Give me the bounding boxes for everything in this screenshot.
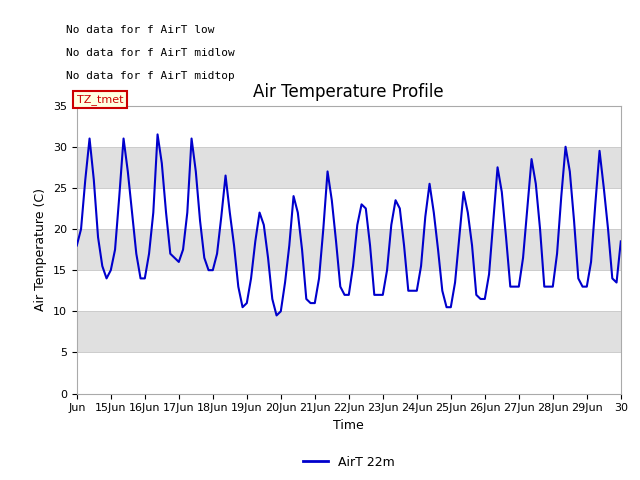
Text: No data for f AirT midlow: No data for f AirT midlow (66, 48, 235, 58)
Text: TZ_tmet: TZ_tmet (77, 94, 124, 105)
Text: No data for f AirT low: No data for f AirT low (66, 25, 214, 35)
Bar (77, 270, 621, 312)
Bar (77, 312, 621, 352)
Bar (77, 188, 621, 229)
Title: Air Temperature Profile: Air Temperature Profile (253, 83, 444, 101)
Bar (77, 106, 621, 147)
Legend: AirT 22m: AirT 22m (298, 451, 399, 474)
Text: No data for f AirT midtop: No data for f AirT midtop (66, 71, 235, 81)
Bar (77, 352, 621, 394)
Bar (77, 147, 621, 188)
Bar (77, 229, 621, 270)
Y-axis label: Air Temperature (C): Air Temperature (C) (35, 188, 47, 311)
X-axis label: Time: Time (333, 419, 364, 432)
